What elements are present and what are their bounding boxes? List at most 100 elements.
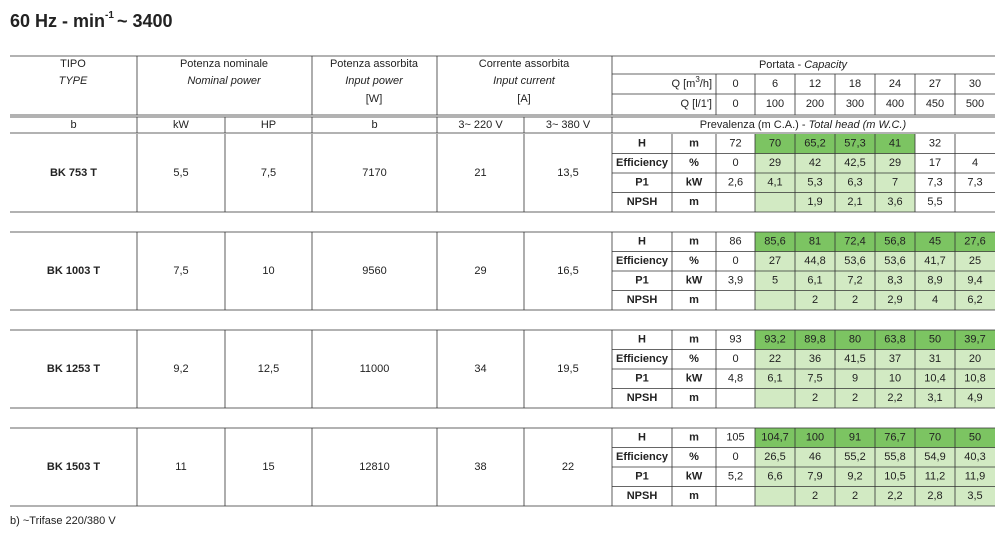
cell-text: 5,5: [173, 167, 188, 179]
cell-text: 10,5: [884, 471, 905, 483]
cell-text: 91: [849, 432, 861, 444]
cell-text: 36: [809, 353, 821, 365]
cell-text: Efficiency: [616, 353, 669, 365]
head-label: Prevalenza (m C.A.) - Total head (m W.C.…: [700, 119, 907, 131]
capacity-en: Capacity: [804, 59, 848, 71]
cell-text: NPSH: [627, 294, 658, 306]
cell-text: 4,9: [967, 392, 982, 404]
cell-text: 11,9: [965, 471, 986, 483]
cell-text: 3,5: [967, 490, 982, 502]
cell-text: NPSH: [627, 490, 658, 502]
cell-text: 7: [892, 177, 898, 189]
cell-text: 9,2: [173, 363, 188, 375]
cell-text: 2,2: [887, 392, 902, 404]
cell-text: 65,2: [804, 138, 825, 150]
cell-text: 21: [474, 167, 486, 179]
cell-text: BK 1003 T: [47, 265, 100, 277]
cell-text: 7,2: [847, 275, 862, 287]
cell-text: 50: [929, 334, 941, 346]
cell-text: 3,9: [728, 275, 743, 287]
cell-text: 2,2: [887, 490, 902, 502]
cell-text: 50: [969, 432, 981, 444]
cell-text: P1: [635, 471, 648, 483]
cell-text: 200: [806, 98, 824, 110]
cell-text: 12,5: [258, 363, 279, 375]
cell-text: 104,7: [761, 432, 789, 444]
cell-text: 81: [809, 236, 821, 248]
cell-text: 86: [729, 236, 741, 248]
cell-text: Input current: [493, 75, 556, 87]
cell-text: 70: [769, 138, 781, 150]
cell-text: 13,5: [557, 167, 578, 179]
cell-text: 16,5: [557, 265, 578, 277]
cell-text: 2,6: [728, 177, 743, 189]
cell-text: 7170: [362, 167, 386, 179]
cell-text: 100: [766, 98, 784, 110]
cell-text: 4,1: [767, 177, 782, 189]
cell-text: 26,5: [764, 451, 785, 463]
cell-text: 10: [889, 373, 901, 385]
cell-text: 76,7: [884, 432, 905, 444]
cell-text: 41,7: [924, 255, 945, 267]
cell-text: 56,8: [884, 236, 905, 248]
cell-text: m: [689, 138, 699, 150]
cell-text: 2: [812, 392, 818, 404]
cell-text: 500: [966, 98, 984, 110]
cell-text: 57,3: [844, 138, 865, 150]
cell-text: H: [638, 138, 646, 150]
cell-text: kW: [686, 471, 703, 483]
cell-text: 4: [972, 157, 978, 169]
cell-text: 0: [732, 78, 738, 90]
cell-text: 41: [889, 138, 901, 150]
cell-text: 2,9: [887, 294, 902, 306]
cell-text: BK 1503 T: [47, 461, 100, 473]
cell-text: 44,8: [804, 255, 825, 267]
cell-text: 2: [812, 294, 818, 306]
cell-text: 25: [969, 255, 981, 267]
cell-text: 29: [769, 157, 781, 169]
cell-text: 12810: [359, 461, 390, 473]
cell-text: 6: [772, 78, 778, 90]
cell-text: 6,2: [967, 294, 982, 306]
cell-text: m: [689, 196, 699, 208]
cell-text: 34: [474, 363, 486, 375]
cell-text: Efficiency: [616, 157, 669, 169]
cell-text: 19,5: [557, 363, 578, 375]
cell-text: 53,6: [844, 255, 865, 267]
cell-text: 0: [732, 157, 738, 169]
cell-text: 18: [849, 78, 861, 90]
cell-text: 1,9: [807, 196, 822, 208]
cell-text: 9560: [362, 265, 386, 277]
cell-text: 2: [852, 490, 858, 502]
title-main: 60 Hz - min: [10, 11, 105, 31]
cell-text: P1: [635, 275, 648, 287]
cell-text: 30: [969, 78, 981, 90]
cell-text: Potenza nominale: [180, 58, 268, 70]
cell-text: H: [638, 236, 646, 248]
cell-text: BK 1253 T: [47, 363, 100, 375]
cell-text: 7,3: [967, 177, 982, 189]
cell-text: 46: [809, 451, 821, 463]
cell-text: Q [l/1']: [681, 98, 712, 110]
cell-text: kW: [686, 177, 703, 189]
cell-text: b: [70, 119, 76, 131]
cell-text: 9,2: [847, 471, 862, 483]
cell-text: 42: [809, 157, 821, 169]
cell-text: 10,8: [964, 373, 985, 385]
cell-text: NPSH: [627, 392, 658, 404]
cell-text: %: [689, 157, 699, 169]
cell-text: BK 753 T: [50, 167, 97, 179]
cell-text: 54,9: [924, 451, 945, 463]
cell-text: m: [689, 236, 699, 248]
cell-text: 10: [262, 265, 274, 277]
cell-text: HP: [261, 119, 276, 131]
cell-text: 8,3: [887, 275, 902, 287]
cell-text: 27: [769, 255, 781, 267]
cell-text: 12: [809, 78, 821, 90]
cell-text: 6,1: [807, 275, 822, 287]
cell-text: 38: [474, 461, 486, 473]
cell-text: 41,5: [844, 353, 865, 365]
cell-text: 29: [889, 157, 901, 169]
cell-text: m: [689, 334, 699, 346]
cell-text: 2: [852, 294, 858, 306]
